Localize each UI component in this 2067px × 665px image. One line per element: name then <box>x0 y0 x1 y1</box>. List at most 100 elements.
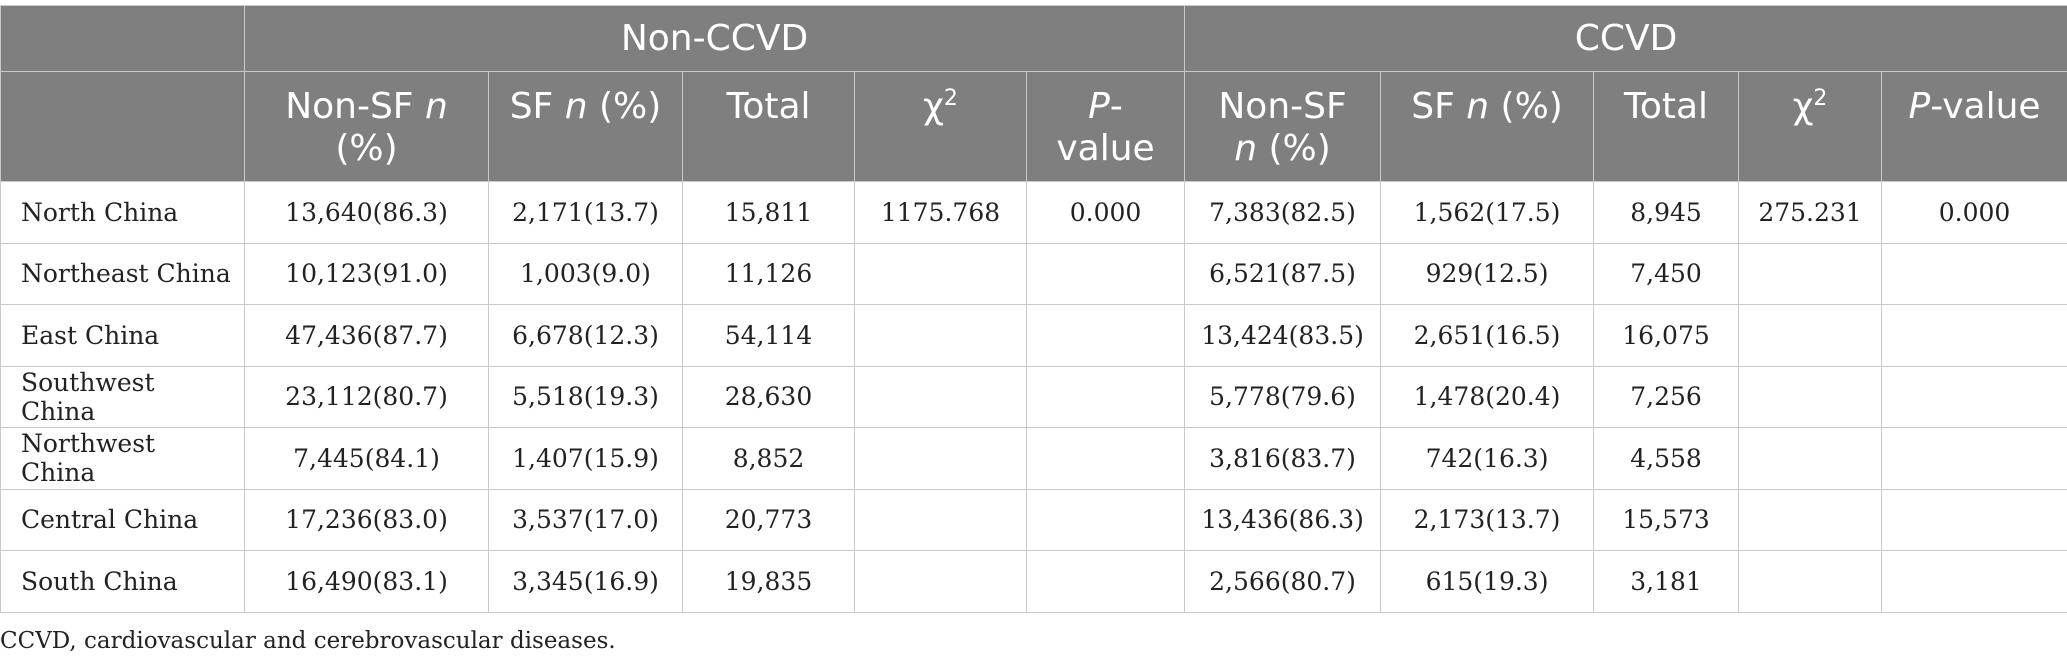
ccvd-p-cell <box>1881 427 2067 490</box>
table-footnote: CCVD, cardiovascular and cerebrovascular… <box>0 628 616 654</box>
ccvd-sf-cell: 2,173(13.7) <box>1380 488 1595 551</box>
chi-exponent: 2 <box>1813 86 1828 111</box>
ccvd-sf-cell: 1,478(20.4) <box>1380 365 1595 428</box>
ccvd-nonsf-cell: 2,566(80.7) <box>1184 550 1382 613</box>
non-ccvd-total-cell: 54,114 <box>682 304 855 367</box>
non-ccvd-p-cell <box>1025 427 1186 490</box>
non-ccvd-chi2-cell <box>854 427 1027 490</box>
col-header-ccvd-chi2: χ2 <box>1738 71 1883 182</box>
ccvd-nonsf-cell: 13,424(83.5) <box>1184 304 1382 367</box>
non-ccvd-total-cell: 28,630 <box>682 365 855 428</box>
nonsf-label: Non-SF <box>1218 86 1347 127</box>
region-cell: Northwest China <box>0 427 245 490</box>
value-label: value <box>1056 128 1155 169</box>
nonsf-label: Non-SF <box>285 86 414 127</box>
non-ccvd-sf-cell: 6,678(12.3) <box>488 304 683 367</box>
non-ccvd-p-cell: 0.000 <box>1025 181 1186 244</box>
table-row: East China 47,436(87.7) 6,678(12.3) 54,1… <box>0 304 2067 367</box>
ccvd-p-cell <box>1881 550 2067 613</box>
col-header-non-ccvd-pvalue: P-value <box>1025 71 1186 182</box>
ccvd-sf-cell: 742(16.3) <box>1380 427 1595 490</box>
chi-symbol: χ <box>923 86 944 127</box>
non-ccvd-p-cell <box>1025 550 1186 613</box>
non-ccvd-nonsf-cell: 10,123(91.0) <box>244 242 489 305</box>
non-ccvd-p-cell <box>1025 242 1186 305</box>
ccvd-nonsf-cell: 6,521(87.5) <box>1184 242 1382 305</box>
table-row: Northwest China 7,445(84.1) 1,407(15.9) … <box>0 427 2067 490</box>
region-cell: South China <box>0 550 245 613</box>
non-ccvd-sf-cell: 2,171(13.7) <box>488 181 683 244</box>
region-cell: Central China <box>0 488 245 551</box>
non-ccvd-sf-cell: 3,537(17.0) <box>488 488 683 551</box>
col-header-non-ccvd-nonsf: Non-SF n (%) <box>244 71 489 182</box>
non-ccvd-nonsf-cell: 23,112(80.7) <box>244 365 489 428</box>
p-dash: - <box>1109 86 1123 127</box>
p-symbol: P <box>1908 86 1931 127</box>
non-ccvd-total-cell: 11,126 <box>682 242 855 305</box>
ccvd-sf-cell: 929(12.5) <box>1380 242 1595 305</box>
non-ccvd-chi2-cell <box>854 242 1027 305</box>
ccvd-p-cell <box>1881 242 2067 305</box>
col-header-ccvd-total: Total <box>1593 71 1740 182</box>
ccvd-chi2-cell <box>1738 488 1883 551</box>
non-ccvd-p-cell <box>1025 488 1186 551</box>
chi-exponent: 2 <box>943 86 958 111</box>
ccvd-p-cell <box>1881 488 2067 551</box>
ccvd-chi2-cell: 275.231 <box>1738 181 1883 244</box>
table-body: North China 13,640(86.3) 2,171(13.7) 15,… <box>0 181 2067 613</box>
ccvd-chi2-cell <box>1738 365 1883 428</box>
ccvd-total-cell: 15,573 <box>1593 488 1740 551</box>
table-row: Southwest China 23,112(80.7) 5,518(19.3)… <box>0 365 2067 428</box>
col-header-ccvd-pvalue: P-value <box>1881 71 2067 182</box>
non-ccvd-nonsf-cell: 17,236(83.0) <box>244 488 489 551</box>
col-header-ccvd-sf: SF n (%) <box>1380 71 1595 182</box>
group-header-row: Non-CCVD CCVD <box>0 5 2067 72</box>
n-symbol: n <box>564 86 588 127</box>
column-header-row: Non-SF n (%) SF n (%) Total χ2 P-value No… <box>0 71 2067 182</box>
percent-label: (%) <box>1500 86 1563 127</box>
non-ccvd-chi2-cell <box>854 550 1027 613</box>
ccvd-nonsf-cell: 7,383(82.5) <box>1184 181 1382 244</box>
table-row: Northeast China 10,123(91.0) 1,003(9.0) … <box>0 242 2067 305</box>
ccvd-total-cell: 16,075 <box>1593 304 1740 367</box>
non-ccvd-sf-cell: 1,407(15.9) <box>488 427 683 490</box>
ccvd-chi2-cell <box>1738 550 1883 613</box>
table-row: North China 13,640(86.3) 2,171(13.7) 15,… <box>0 181 2067 244</box>
ccvd-nonsf-cell: 13,436(86.3) <box>1184 488 1382 551</box>
p-symbol: P <box>1088 86 1110 127</box>
ccvd-p-cell <box>1881 304 2067 367</box>
non-ccvd-nonsf-cell: 13,640(86.3) <box>244 181 489 244</box>
region-cell: Southwest China <box>0 365 245 428</box>
sf-label: SF <box>509 86 554 127</box>
ccvd-total-cell: 7,256 <box>1593 365 1740 428</box>
region-header-cell <box>0 71 245 182</box>
non-ccvd-chi2-cell <box>854 304 1027 367</box>
region-distribution-table: Non-CCVD CCVD Non-SF n (%) SF n (%) Total… <box>0 5 2067 613</box>
non-ccvd-total-cell: 19,835 <box>682 550 855 613</box>
region-cell: North China <box>0 181 245 244</box>
n-symbol: n <box>1234 128 1258 169</box>
non-ccvd-chi2-cell <box>854 488 1027 551</box>
non-ccvd-nonsf-cell: 16,490(83.1) <box>244 550 489 613</box>
ccvd-nonsf-cell: 3,816(83.7) <box>1184 427 1382 490</box>
ccvd-total-cell: 3,181 <box>1593 550 1740 613</box>
col-header-non-ccvd-total: Total <box>682 71 855 182</box>
table-row: Central China 17,236(83.0) 3,537(17.0) 2… <box>0 488 2067 551</box>
ccvd-total-cell: 4,558 <box>1593 427 1740 490</box>
sf-label: SF <box>1411 86 1455 127</box>
ccvd-chi2-cell <box>1738 427 1883 490</box>
percent-label: (%) <box>599 86 662 127</box>
region-cell: East China <box>0 304 245 367</box>
non-ccvd-sf-cell: 5,518(19.3) <box>488 365 683 428</box>
ccvd-p-cell <box>1881 365 2067 428</box>
ccvd-sf-cell: 615(19.3) <box>1380 550 1595 613</box>
col-header-non-ccvd-chi2: χ2 <box>854 71 1027 182</box>
ccvd-total-cell: 7,450 <box>1593 242 1740 305</box>
non-ccvd-total-cell: 20,773 <box>682 488 855 551</box>
ccvd-chi2-cell <box>1738 304 1883 367</box>
non-ccvd-sf-cell: 3,345(16.9) <box>488 550 683 613</box>
ccvd-sf-cell: 1,562(17.5) <box>1380 181 1595 244</box>
n-symbol: n <box>424 86 448 127</box>
ccvd-total-cell: 8,945 <box>1593 181 1740 244</box>
col-header-non-ccvd-sf: SF n (%) <box>488 71 683 182</box>
